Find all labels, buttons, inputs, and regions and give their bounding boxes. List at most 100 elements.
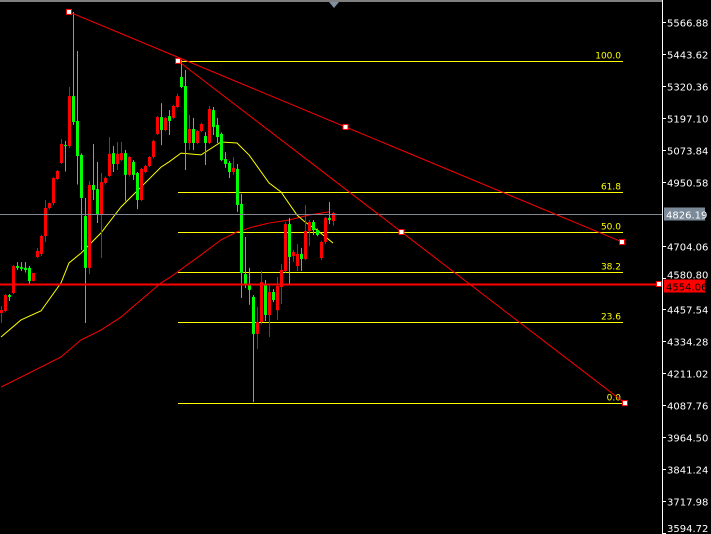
- bear-candle: [160, 103, 163, 146]
- trendline-handle-icon[interactable]: [398, 228, 405, 235]
- candle-body: [224, 159, 227, 164]
- candle-body: [160, 117, 163, 131]
- candle-body: [252, 296, 255, 334]
- bull-candle: [296, 244, 299, 271]
- candle-body: [264, 283, 267, 316]
- trendline-handle-icon[interactable]: [175, 57, 181, 64]
- fib-level-label: 50.0: [601, 223, 621, 233]
- candle-body: [104, 177, 107, 183]
- candle-body: [200, 124, 203, 132]
- bear-candle: [252, 295, 255, 403]
- bear-candle: [136, 172, 139, 210]
- line-handle-icon[interactable]: [656, 281, 662, 287]
- axis-tick-label: 3964.50: [667, 434, 708, 445]
- candle-body: [184, 86, 187, 144]
- trendline-handle-icon[interactable]: [66, 8, 72, 15]
- bull-candle: [324, 216, 327, 245]
- candle-body: [68, 96, 71, 147]
- candle-body: [164, 117, 167, 131]
- axis-tick-label: 4087.76: [667, 402, 708, 413]
- axis-tick-label: 4950.58: [667, 179, 708, 190]
- candle-body: [244, 274, 247, 284]
- bull-candle: [60, 139, 63, 164]
- axis-tick-label: 4334.28: [667, 338, 708, 349]
- bear-candle: [272, 289, 275, 303]
- axis-tick-label: 3841.24: [667, 466, 708, 477]
- fib-level-label: 23.6: [601, 313, 621, 323]
- candle-body: [4, 295, 7, 311]
- candle-body: [44, 208, 47, 237]
- bear-candle: [64, 140, 67, 172]
- trendline-handle-icon[interactable]: [622, 400, 628, 407]
- bull-candle: [188, 115, 191, 150]
- candle-body: [196, 131, 199, 144]
- bull-candle: [88, 181, 91, 275]
- bear-candle: [288, 217, 291, 284]
- candle-body: [240, 203, 243, 274]
- bull-candle: [268, 284, 271, 338]
- candle-body: [0, 310, 3, 313]
- candle-body: [256, 322, 259, 334]
- bull-candle: [292, 250, 295, 262]
- axis-tick-label: 5197.10: [667, 115, 708, 126]
- candle-body: [124, 153, 127, 175]
- bull-candle: [36, 247, 39, 259]
- candle-body: [188, 129, 191, 144]
- candle-body: [128, 156, 131, 175]
- candle-body: [56, 170, 59, 180]
- bull-candle: [12, 265, 15, 295]
- candle-body: [156, 117, 159, 134]
- candle-body: [64, 145, 67, 147]
- bull-candle: [172, 104, 175, 119]
- candle-body: [288, 224, 291, 257]
- candle-body: [92, 184, 95, 190]
- candle-body: [320, 241, 323, 259]
- candle-body: [8, 295, 11, 297]
- candle-body: [216, 124, 219, 138]
- price-axis: 5566.88 5443.62 5320.36 5197.10 5073.84 4950.…: [662, 19, 708, 534]
- bear-candle: [264, 280, 267, 321]
- candle-body: [52, 177, 55, 204]
- bull-candle: [284, 222, 287, 273]
- bear-candle: [228, 161, 231, 178]
- candle-body: [40, 236, 43, 254]
- candle-body: [84, 216, 87, 268]
- bear-candle: [300, 247, 303, 271]
- candle-body: [108, 153, 111, 176]
- trendline-handle-icon[interactable]: [342, 123, 349, 130]
- candle-body: [136, 173, 139, 200]
- trendline-handle-icon[interactable]: [619, 238, 625, 245]
- bid-price-label: 4826.19: [666, 211, 707, 222]
- trendlines[interactable]: [66, 8, 628, 407]
- bull-candle: [208, 105, 211, 145]
- candle-body: [88, 184, 91, 268]
- bear-candle: [244, 237, 247, 289]
- candle-body: [96, 189, 99, 216]
- bear-candle: [84, 197, 87, 324]
- candle-body: [192, 129, 195, 144]
- candle-body: [236, 168, 239, 205]
- candle-body: [268, 291, 271, 316]
- bull-candle: [68, 87, 71, 149]
- bear-candle: [192, 117, 195, 150]
- bull-candle: [320, 240, 323, 261]
- candle-body: [100, 182, 103, 216]
- candle-body: [140, 168, 143, 200]
- bear-candle: [328, 202, 331, 225]
- horizontal-lines[interactable]: [0, 214, 662, 287]
- bear-candle: [212, 106, 215, 135]
- candle-body: [144, 166, 147, 173]
- bull-candle: [196, 130, 199, 145]
- bull-candle: [276, 276, 279, 320]
- axis-tick-label: 5073.84: [667, 147, 708, 158]
- bear-candle: [204, 132, 207, 166]
- fib-level-label: 0.0: [607, 394, 622, 404]
- candle-body: [260, 282, 263, 323]
- candle-body: [32, 273, 35, 282]
- chart-shift-marker-icon[interactable]: [329, 2, 339, 8]
- candle-body: [172, 105, 175, 118]
- bull-candle: [128, 155, 131, 177]
- bull-candle: [32, 273, 35, 282]
